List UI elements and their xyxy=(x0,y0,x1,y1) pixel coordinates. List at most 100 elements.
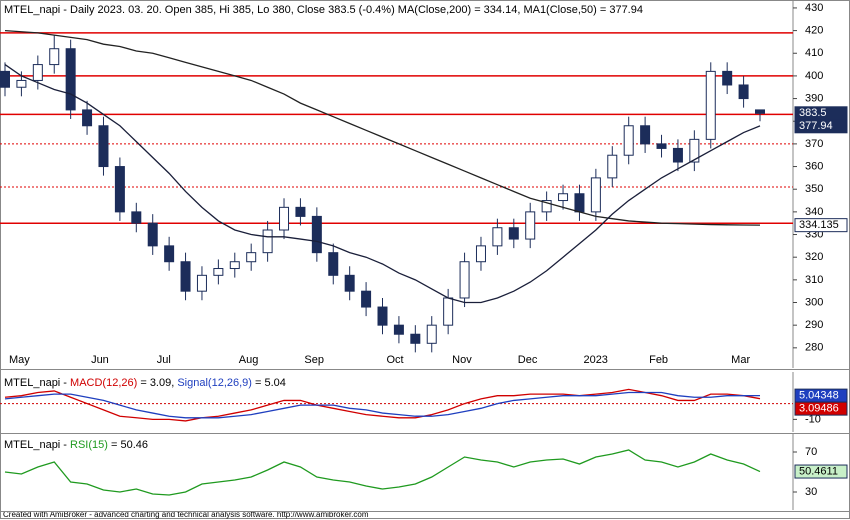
pane-title-part: MTEL_napi - xyxy=(4,377,70,389)
x-tick-label: May xyxy=(9,354,30,366)
y-tick-label: 300 xyxy=(805,296,823,308)
candle-body xyxy=(0,70,10,88)
candle-body xyxy=(32,64,43,81)
candle-body xyxy=(722,70,733,86)
y-tick-label: 400 xyxy=(805,70,823,82)
series-line xyxy=(4,29,761,226)
candle-body xyxy=(229,261,240,270)
y-tick-label: 420 xyxy=(805,24,823,36)
candle-body xyxy=(377,306,388,326)
candle-body xyxy=(180,261,191,292)
candle-body xyxy=(213,268,224,276)
pane-title: MTEL_napi - MACD(12,26) = 3.09, Signal(1… xyxy=(4,377,286,389)
value-box xyxy=(794,218,848,233)
candle-body xyxy=(49,48,60,66)
value-box-label: 50.4611 xyxy=(799,465,838,477)
candle-body xyxy=(295,206,306,217)
pane-title-part: = 3.09, xyxy=(137,377,177,389)
x-tick-label: Jun xyxy=(91,354,109,366)
candle-body xyxy=(196,274,207,292)
candle-body xyxy=(607,154,618,179)
x-tick-label: Aug xyxy=(239,354,259,366)
candle-body xyxy=(344,274,355,292)
series-line xyxy=(4,391,761,419)
y-tick-label: 30 xyxy=(805,486,817,498)
candle-body xyxy=(623,125,634,156)
y-tick-label: -10 xyxy=(805,413,821,425)
candle-body xyxy=(755,109,765,114)
candle-body xyxy=(574,193,585,213)
value-box-label: 334.135 xyxy=(799,219,839,231)
candle-body xyxy=(672,147,683,163)
candle-body xyxy=(164,245,175,263)
candle-body xyxy=(131,211,142,224)
pane-title-part: RSI(15) xyxy=(70,439,108,451)
candle-body xyxy=(65,48,76,111)
pane-title-part: = 5.04 xyxy=(252,377,286,389)
x-tick-label: Mar xyxy=(731,354,750,366)
candle-body xyxy=(393,324,404,335)
candle-body xyxy=(705,70,716,140)
candle-body xyxy=(279,206,290,231)
footer: Created with AmiBroker - advanced charti… xyxy=(3,510,369,519)
value-box-label: 5.04348 xyxy=(799,390,839,402)
candle-body xyxy=(558,193,569,202)
y-tick-label: 340 xyxy=(805,206,823,218)
value-box-label: 377.94 xyxy=(799,120,833,132)
series-line xyxy=(4,449,761,496)
candle-body xyxy=(541,200,552,213)
value-box-label: 3.09486 xyxy=(799,403,839,415)
x-tick-label: Oct xyxy=(387,354,404,366)
x-tick-label: 2023 xyxy=(583,354,607,366)
pane-title-part: = 50.46 xyxy=(108,439,148,451)
y-tick-label: 320 xyxy=(805,251,823,263)
pane-title-part: MTEL_napi - xyxy=(4,439,70,451)
x-tick-label: Dec xyxy=(518,354,538,366)
candle-body xyxy=(361,290,372,308)
candle-body xyxy=(508,227,519,240)
y-tick-label: 410 xyxy=(805,47,823,59)
pane-title-part: Signal(12,26,9) xyxy=(177,377,252,389)
candle-body xyxy=(98,125,109,168)
candle-body xyxy=(410,333,421,344)
x-tick-label: Jul xyxy=(157,354,171,366)
value-box xyxy=(794,464,848,479)
y-tick-label: 390 xyxy=(805,92,823,104)
series-line xyxy=(4,388,761,422)
candle-body xyxy=(738,84,749,100)
value-box-label: 383.5 xyxy=(799,107,827,119)
candle-body xyxy=(590,177,601,213)
pane-title-part: MACD(12,26) xyxy=(70,377,137,389)
candle-body xyxy=(114,166,125,213)
pane-title: MTEL_napi - RSI(15) = 50.46 xyxy=(4,439,148,451)
pane-title: MTEL_napi - Daily 2023. 03. 20. Open 385… xyxy=(4,4,643,16)
candle-body xyxy=(689,138,700,163)
y-tick-label: 430 xyxy=(805,2,823,14)
candle-body xyxy=(475,245,486,263)
y-tick-label: 350 xyxy=(805,183,823,195)
candle-body xyxy=(426,324,437,344)
candle-body xyxy=(459,261,470,299)
candle-body xyxy=(82,109,93,127)
candle-body xyxy=(525,211,536,240)
candle-body xyxy=(656,143,667,149)
candle-body xyxy=(311,215,322,254)
candle-body xyxy=(492,227,503,247)
value-box xyxy=(794,401,848,416)
candle-body xyxy=(246,252,257,263)
candle-body xyxy=(640,125,651,145)
y-tick-label: 280 xyxy=(805,342,823,354)
y-tick-label: 310 xyxy=(805,274,823,286)
candle-body xyxy=(328,252,339,276)
candle-body xyxy=(16,79,27,88)
candle-body xyxy=(443,297,454,326)
value-box xyxy=(794,119,848,134)
series-line xyxy=(4,64,761,304)
y-tick-label: 370 xyxy=(805,138,823,150)
x-tick-label: Nov xyxy=(452,354,472,366)
candle-body xyxy=(147,222,158,247)
x-tick-label: Feb xyxy=(649,354,668,366)
y-tick-label: 70 xyxy=(805,446,817,458)
candle-body xyxy=(262,229,273,254)
